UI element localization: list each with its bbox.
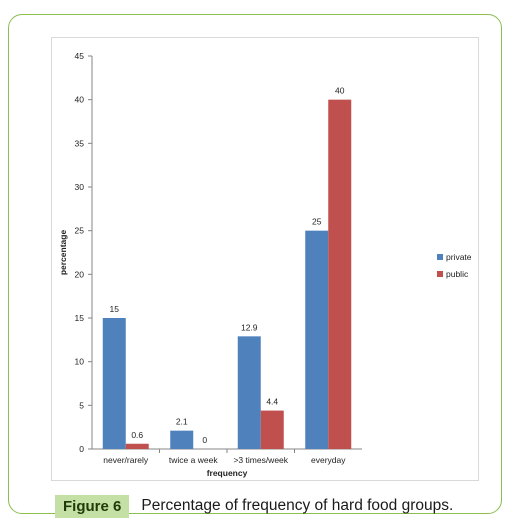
y-tick-label: 35 xyxy=(75,138,85,148)
data-label-private: 25 xyxy=(312,217,322,227)
legend-swatch-public xyxy=(437,271,443,277)
y-tick-label: 15 xyxy=(75,313,85,323)
y-tick-label: 30 xyxy=(75,182,85,192)
figure-label: Figure 6 xyxy=(55,494,130,518)
x-tick-label: >3 times/week xyxy=(233,455,288,465)
figure-caption: Figure 6 Percentage of frequency of hard… xyxy=(55,494,453,518)
y-tick-label: 45 xyxy=(75,51,85,61)
bar-private-3 xyxy=(305,230,329,449)
y-tick-label: 20 xyxy=(75,269,85,279)
figure-caption-text: Percentage of frequency of hard food gro… xyxy=(141,497,454,514)
data-label-public: 0.6 xyxy=(131,430,143,440)
data-label-private: 15 xyxy=(110,304,120,314)
x-tick-label: never/rarely xyxy=(103,455,149,465)
x-tick-label: twice a week xyxy=(169,455,218,465)
y-tick-label: 10 xyxy=(75,357,85,367)
y-axis-title: percentage xyxy=(58,230,68,276)
data-label-public: 40 xyxy=(335,86,345,96)
y-tick-label: 25 xyxy=(75,226,85,236)
y-tick-label: 40 xyxy=(75,95,85,105)
bar-private-1 xyxy=(170,430,194,449)
bar-chart: 0 5 10 15 20 25 30 35 40 45 percentage 15 0.6 never/r… xyxy=(58,51,472,478)
data-label-private: 12.9 xyxy=(241,322,258,332)
legend-label-private: private xyxy=(446,252,472,262)
figure-frame: 0 5 10 15 20 25 30 35 40 45 percentage 15 0.6 never/r… xyxy=(8,14,502,518)
y-tick-label: 0 xyxy=(79,444,84,454)
bar-private-0 xyxy=(102,318,126,449)
x-axis-title: frequency xyxy=(207,468,248,478)
bar-public-3 xyxy=(328,99,352,449)
chart-panel: 0 5 10 15 20 25 30 35 40 45 percentage 15 0.6 never/r… xyxy=(51,37,479,481)
x-tick-label: everyday xyxy=(311,455,346,465)
bar-public-0 xyxy=(125,443,149,449)
data-label-public: 4.4 xyxy=(266,397,278,407)
legend-swatch-private xyxy=(437,254,443,260)
bar-public-2 xyxy=(260,410,284,449)
bar-private-2 xyxy=(237,336,261,449)
data-label-private: 2.1 xyxy=(176,417,188,427)
y-tick-label: 5 xyxy=(79,400,84,410)
data-label-public: 0 xyxy=(202,435,207,445)
legend-label-public: public xyxy=(446,269,469,279)
